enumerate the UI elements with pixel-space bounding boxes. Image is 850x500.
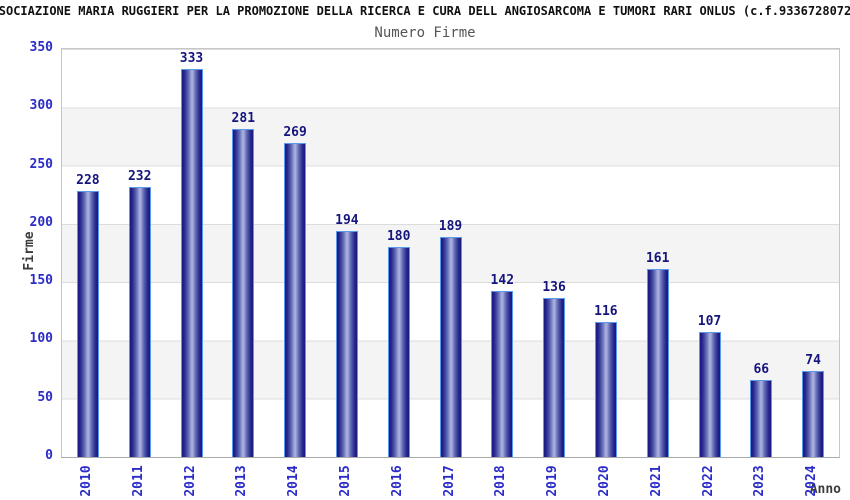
x-tick-label: 2021	[648, 465, 664, 497]
y-tick-label: 150	[29, 273, 53, 289]
x-tick-label: 2011	[130, 465, 146, 497]
y-tick-label: 300	[29, 98, 53, 114]
x-tick-label: 2020	[596, 465, 612, 497]
x-tick-label: 2023	[752, 465, 768, 497]
x-tick-label: 2012	[182, 465, 198, 497]
x-axis-title: Anno	[809, 482, 841, 497]
bar	[180, 69, 203, 457]
bar-value-label: 189	[438, 219, 463, 234]
x-tick-label: 2015	[337, 465, 353, 497]
bar	[646, 269, 669, 457]
bar-value-label: 281	[231, 111, 256, 126]
bar-value-label: 194	[335, 213, 359, 228]
y-axis-title: Firme	[22, 231, 37, 271]
bar	[698, 332, 721, 457]
bar	[387, 247, 410, 457]
y-tick-label: 50	[37, 389, 53, 405]
chart-title: ASSOCIAZIONE MARIA RUGGIERI PER LA PROMO…	[0, 4, 850, 18]
bar-value-label: 116	[594, 304, 618, 319]
x-tick-label: 2024	[804, 465, 820, 497]
y-tick-label: 250	[29, 156, 53, 172]
bar-value-label: 232	[127, 169, 152, 184]
x-tick-label: 2013	[234, 465, 250, 497]
y-tick-label: 0	[45, 448, 53, 463]
bar	[335, 231, 358, 457]
bar-value-label: 136	[542, 280, 566, 295]
x-tick-label: 2018	[493, 465, 509, 497]
bar	[802, 371, 825, 457]
y-tick-label: 100	[29, 331, 53, 347]
bar-value-label: 228	[76, 173, 100, 188]
bar-value-label: 333	[179, 51, 204, 66]
x-tick-label: 2022	[700, 465, 716, 497]
y-tick-label: 200	[29, 214, 53, 230]
bar-value-label: 269	[283, 125, 307, 140]
bar-value-label: 142	[490, 273, 515, 288]
x-tick-label: 2010	[78, 465, 94, 497]
bar	[750, 380, 773, 457]
x-tick-label: 2016	[389, 465, 405, 497]
bar-value-label: 107	[697, 314, 722, 329]
bar-value-label: 180	[386, 229, 411, 244]
x-tick-label: 2014	[286, 465, 302, 497]
x-tick-label: 2019	[545, 465, 561, 497]
bar	[439, 237, 462, 457]
bar	[284, 143, 307, 457]
bar-value-label: 161	[645, 251, 670, 266]
bar	[76, 191, 99, 457]
x-tick-label: 2017	[441, 465, 457, 497]
bar	[543, 298, 566, 457]
bar	[594, 322, 617, 457]
chart-subtitle: Numero Firme	[374, 25, 476, 41]
bar	[232, 129, 255, 457]
bar	[128, 187, 151, 457]
bar	[491, 291, 514, 457]
bar-value-label: 74	[805, 353, 821, 368]
bar-value-label: 66	[753, 362, 770, 377]
y-tick-label: 350	[29, 40, 53, 55]
plot-area: 228 232 333 281 269 194 180 189 142 136 116 161 107 6…	[61, 48, 840, 458]
